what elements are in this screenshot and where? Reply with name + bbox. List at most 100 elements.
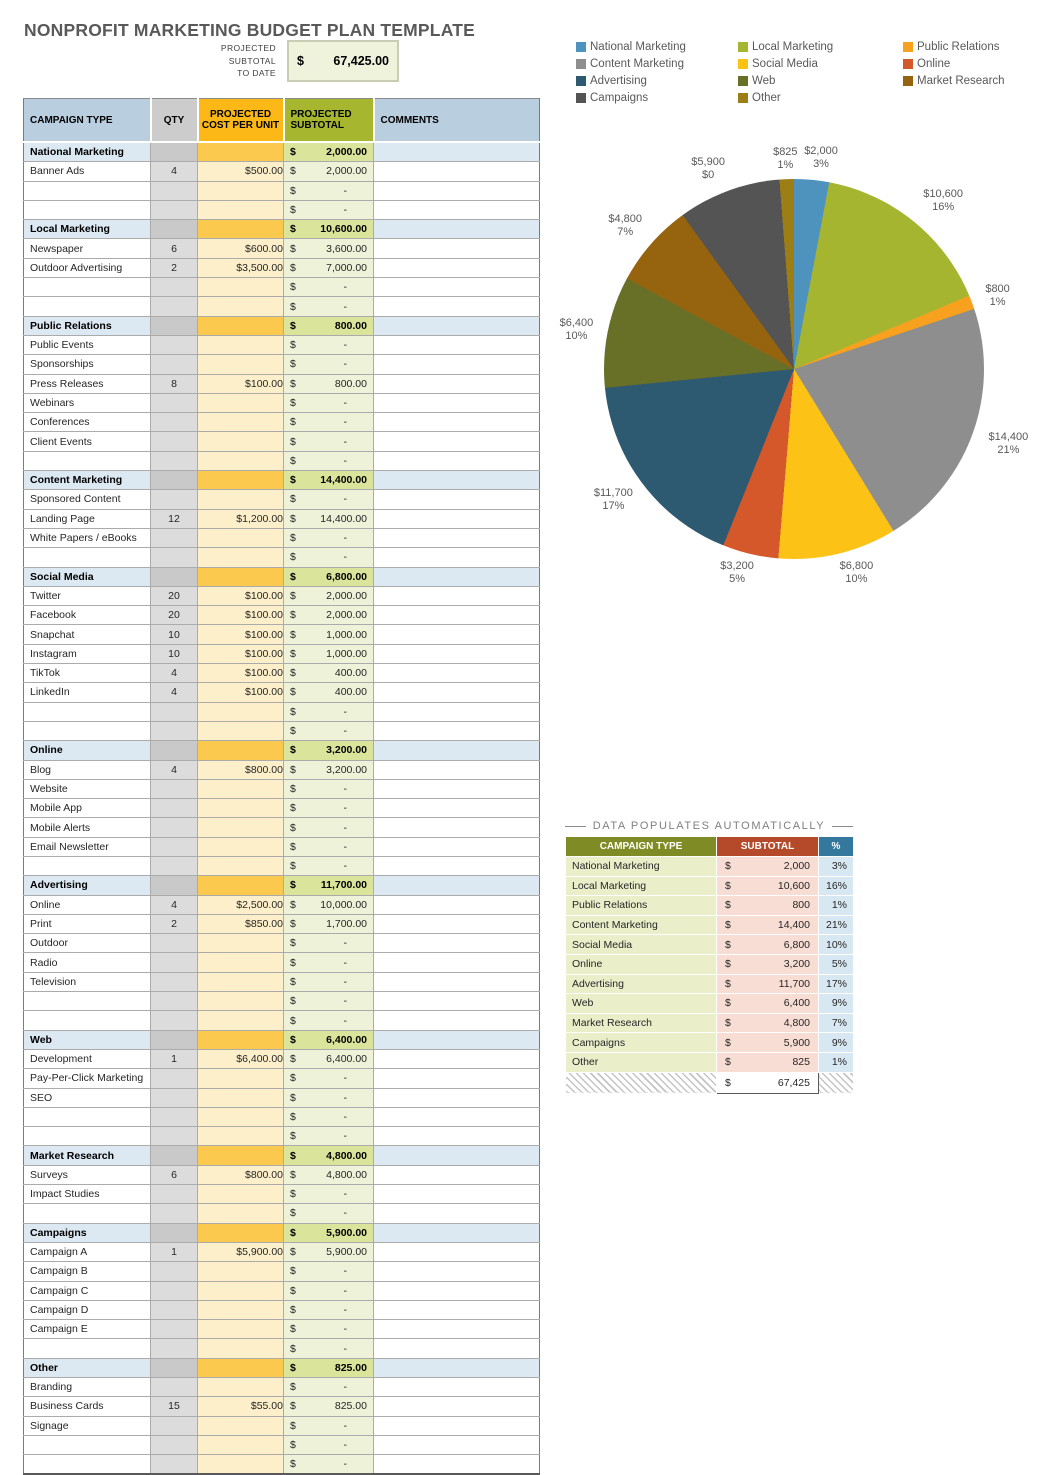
comments-cell[interactable] — [373, 141, 540, 163]
cost-cell[interactable]: $100.00 — [197, 682, 284, 703]
qty-cell[interactable] — [150, 817, 198, 838]
comments-cell[interactable] — [373, 1338, 540, 1359]
campaign-item-cell[interactable]: Banner Ads — [23, 161, 151, 182]
comments-cell[interactable] — [373, 682, 540, 703]
qty-cell[interactable]: 2 — [150, 257, 198, 279]
subtotal-cell[interactable]: $ - — [283, 952, 374, 973]
subtotal-cell[interactable]: $ - — [283, 277, 374, 298]
cost-cell[interactable]: $600.00 — [197, 238, 284, 259]
campaign-item-cell[interactable] — [23, 1338, 151, 1359]
comments-cell[interactable] — [373, 952, 540, 973]
qty-cell[interactable]: 4 — [150, 894, 198, 915]
qty-cell[interactable] — [150, 952, 198, 973]
campaign-item-cell[interactable]: Webinars — [23, 392, 151, 414]
subtotal-cell[interactable]: $ - — [283, 836, 374, 857]
subtotal-cell[interactable]: $ - — [283, 817, 374, 838]
comments-cell[interactable] — [373, 1184, 540, 1205]
campaign-item-cell[interactable] — [23, 296, 151, 317]
campaign-item-cell[interactable]: Print — [23, 913, 151, 935]
subtotal-cell[interactable]: $6,400.00 — [283, 1048, 374, 1070]
subtotal-cell[interactable]: $ - — [283, 1434, 374, 1456]
cost-cell[interactable] — [197, 1106, 284, 1128]
cost-cell[interactable] — [197, 855, 284, 877]
cost-cell[interactable] — [197, 971, 284, 993]
cost-cell[interactable] — [197, 1068, 284, 1089]
cost-cell[interactable]: $5,900.00 — [197, 1241, 284, 1263]
comments-cell[interactable] — [373, 1376, 540, 1398]
subtotal-cell[interactable]: $ - — [283, 392, 374, 414]
section-name-cell[interactable]: Market Research — [23, 1145, 151, 1166]
cost-cell[interactable] — [197, 315, 284, 336]
qty-cell[interactable] — [150, 180, 198, 201]
campaign-item-cell[interactable]: Mobile App — [23, 798, 151, 819]
cost-cell[interactable]: $100.00 — [197, 585, 284, 607]
cost-cell[interactable] — [197, 489, 284, 510]
cost-cell[interactable] — [197, 470, 284, 491]
campaign-item-cell[interactable]: Newspaper — [23, 238, 151, 259]
subtotal-cell[interactable]: $ - — [283, 1376, 374, 1398]
subtotal-cell[interactable]: $1,000.00 — [283, 643, 374, 665]
comments-cell[interactable] — [373, 1010, 540, 1031]
qty-cell[interactable] — [150, 450, 198, 472]
campaign-item-cell[interactable]: Campaign B — [23, 1261, 151, 1282]
campaign-item-cell[interactable]: Online — [23, 894, 151, 915]
comments-cell[interactable] — [373, 1241, 540, 1263]
campaign-item-cell[interactable] — [23, 855, 151, 877]
comments-cell[interactable] — [373, 1048, 540, 1070]
subtotal-cell[interactable]: $ - — [283, 334, 374, 356]
section-subtotal-cell[interactable]: $11,700.00 — [283, 875, 374, 896]
campaign-item-cell[interactable]: Instagram — [23, 643, 151, 665]
cost-cell[interactable]: $2,500.00 — [197, 894, 284, 915]
comments-cell[interactable] — [373, 740, 540, 761]
campaign-item-cell[interactable] — [23, 701, 151, 722]
qty-cell[interactable]: 6 — [150, 1164, 198, 1186]
campaign-item-cell[interactable]: Website — [23, 778, 151, 800]
campaign-item-cell[interactable]: Business Cards — [23, 1396, 151, 1417]
qty-cell[interactable] — [150, 1357, 198, 1379]
cost-cell[interactable] — [197, 1319, 284, 1340]
section-name-cell[interactable]: Advertising — [23, 875, 151, 896]
qty-cell[interactable] — [150, 199, 198, 221]
comments-cell[interactable] — [373, 933, 540, 954]
subtotal-cell[interactable]: $ - — [283, 1415, 374, 1436]
qty-cell[interactable] — [150, 566, 198, 587]
subtotal-cell[interactable]: $400.00 — [283, 663, 374, 684]
comments-cell[interactable] — [373, 855, 540, 877]
qty-cell[interactable]: 1 — [150, 1241, 198, 1263]
campaign-item-cell[interactable] — [23, 1434, 151, 1456]
subtotal-cell[interactable]: $ - — [283, 720, 374, 742]
cost-cell[interactable] — [197, 450, 284, 472]
campaign-item-cell[interactable]: Twitter — [23, 585, 151, 607]
comments-cell[interactable] — [373, 1087, 540, 1108]
subtotal-cell[interactable]: $ - — [283, 1010, 374, 1031]
comments-cell[interactable] — [373, 354, 540, 375]
campaign-item-cell[interactable]: Snapchat — [23, 624, 151, 645]
comments-cell[interactable] — [373, 663, 540, 684]
subtotal-cell[interactable]: $ - — [283, 412, 374, 433]
cost-cell[interactable] — [197, 1299, 284, 1321]
qty-cell[interactable] — [150, 431, 198, 452]
comments-cell[interactable] — [373, 778, 540, 800]
qty-cell[interactable] — [150, 296, 198, 317]
comments-cell[interactable] — [373, 971, 540, 993]
subtotal-cell[interactable]: $ - — [283, 180, 374, 201]
campaign-item-cell[interactable] — [23, 450, 151, 472]
campaign-item-cell[interactable] — [23, 1454, 151, 1475]
cost-cell[interactable] — [197, 219, 284, 240]
section-name-cell[interactable]: Public Relations — [23, 315, 151, 336]
comments-cell[interactable] — [373, 913, 540, 935]
subtotal-cell[interactable]: $4,800.00 — [283, 1164, 374, 1186]
subtotal-cell[interactable]: $ - — [283, 798, 374, 819]
subtotal-cell[interactable]: $ - — [283, 431, 374, 452]
qty-cell[interactable]: 15 — [150, 1396, 198, 1417]
comments-cell[interactable] — [373, 161, 540, 182]
comments-cell[interactable] — [373, 624, 540, 645]
campaign-item-cell[interactable]: Pay-Per-Click Marketing — [23, 1068, 151, 1089]
section-name-cell[interactable]: Social Media — [23, 566, 151, 587]
qty-cell[interactable] — [150, 277, 198, 298]
comments-cell[interactable] — [373, 547, 540, 568]
subtotal-cell[interactable]: $ - — [283, 354, 374, 375]
comments-cell[interactable] — [373, 334, 540, 356]
section-subtotal-cell[interactable]: $6,800.00 — [283, 566, 374, 587]
qty-cell[interactable]: 20 — [150, 585, 198, 607]
